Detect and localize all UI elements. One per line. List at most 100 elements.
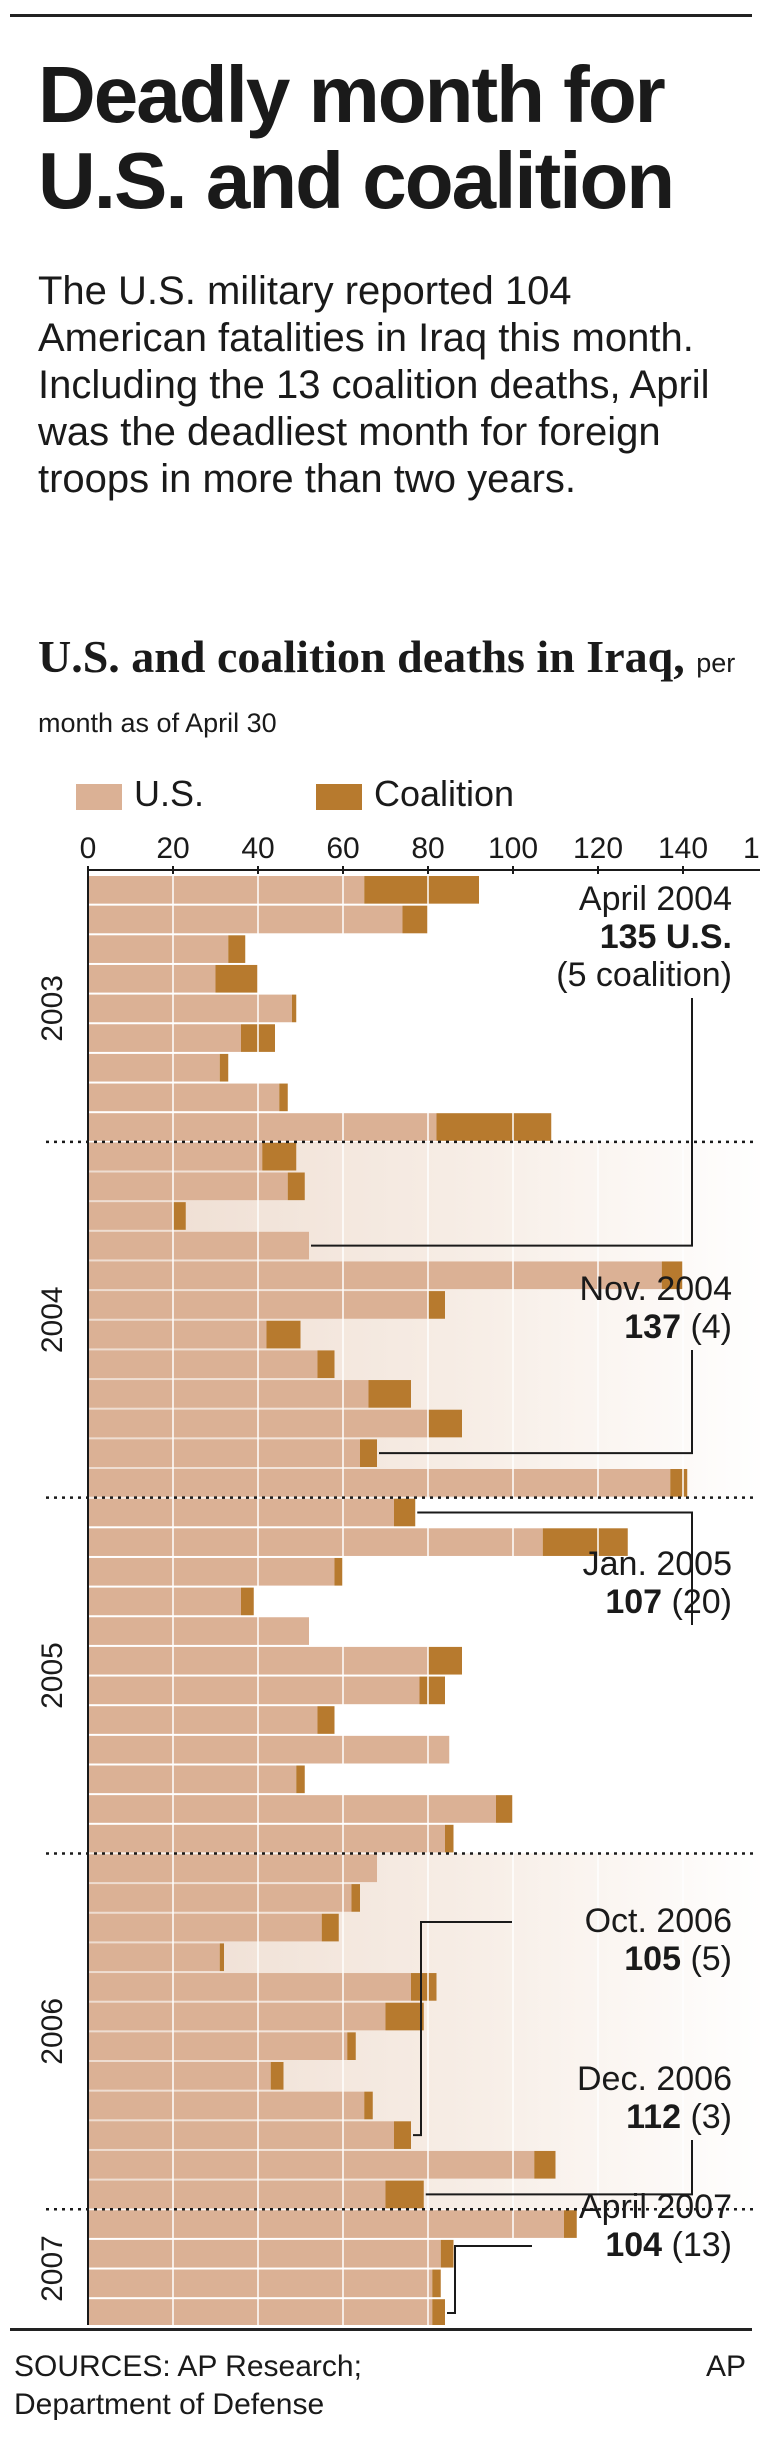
credit: AP bbox=[705, 2350, 746, 2383]
year-separators bbox=[46, 1140, 758, 2211]
annotation-value-rest: (13) bbox=[662, 2226, 732, 2264]
bar-us bbox=[88, 1824, 445, 1853]
bar-coalition bbox=[394, 2121, 411, 2149]
bar-coalition bbox=[428, 1291, 445, 1319]
bar-coalition bbox=[287, 1172, 305, 1201]
bar-us bbox=[88, 1202, 173, 1230]
bar-us bbox=[88, 2180, 386, 2209]
annotation-value: 137 (4) bbox=[624, 1308, 732, 1346]
subtitle-main: U.S. and coalition deaths in Iraq, bbox=[38, 631, 685, 682]
bar-us bbox=[88, 1973, 411, 2001]
bar-us bbox=[88, 1142, 263, 1171]
annotation-value-bold: 105 bbox=[624, 1940, 681, 1978]
x-tick-label: 140 bbox=[658, 832, 708, 865]
bar-us bbox=[88, 1913, 322, 1942]
bar-coalition bbox=[385, 2180, 424, 2209]
subtitle-note: per month as of April 30 bbox=[38, 648, 736, 738]
bar-us bbox=[88, 1439, 360, 1467]
legend-swatch-coalition bbox=[316, 784, 362, 810]
year-band-2004 bbox=[88, 1141, 760, 1498]
x-tick-label: 60 bbox=[326, 832, 359, 865]
bar-us bbox=[88, 1735, 450, 1764]
bar-coalition bbox=[317, 1350, 335, 1379]
annotation-value-rest: (4) bbox=[681, 1308, 732, 1346]
bar-us bbox=[88, 1380, 369, 1408]
intro-text: The U.S. military reported 104 American … bbox=[38, 269, 710, 501]
bars bbox=[88, 875, 688, 2325]
legend-label-coalition: Coalition bbox=[374, 773, 515, 814]
bar-coalition bbox=[402, 905, 428, 934]
bar-coalition bbox=[347, 2032, 356, 2060]
annotation-value: 104 (13) bbox=[605, 2226, 732, 2264]
annotation-value: 135 U.S. bbox=[600, 918, 732, 956]
annotation-month: Oct. 2006 bbox=[585, 1902, 732, 1940]
bar-us bbox=[88, 1261, 662, 1290]
bar-us bbox=[88, 2239, 441, 2268]
bar-coalition bbox=[317, 1706, 335, 1734]
annotation-value-bold: 104 bbox=[605, 2226, 662, 2264]
bar-us bbox=[88, 2091, 365, 2120]
annotation-value-bold: 137 bbox=[624, 1308, 681, 1346]
headline: Deadly month for U.S. and coalition bbox=[38, 50, 675, 225]
bar-coalition bbox=[385, 2002, 424, 2031]
bar-us bbox=[88, 2002, 386, 2031]
bar-us bbox=[88, 1469, 671, 1497]
bar-coalition bbox=[270, 2062, 284, 2090]
bar-us bbox=[88, 905, 403, 934]
year-label: 2007 bbox=[36, 2235, 69, 2302]
bar-coalition bbox=[670, 1469, 688, 1497]
bar-us bbox=[88, 2032, 348, 2060]
bar-coalition bbox=[440, 2239, 454, 2268]
annotation-value-bold: 135 U.S. bbox=[600, 918, 732, 956]
bar-coalition bbox=[262, 1142, 297, 1171]
x-tick-label: 80 bbox=[411, 832, 444, 865]
source-note: SOURCES: AP Research; Department of Defe… bbox=[14, 2350, 362, 2421]
bar-us bbox=[88, 1024, 241, 1052]
bar-us bbox=[88, 1528, 543, 1556]
annotation-leader bbox=[425, 2140, 693, 2196]
annotation-value-rest: (5) bbox=[681, 1940, 732, 1978]
bar-coalition bbox=[219, 1053, 229, 1082]
chart-area: 020406080100120140160 200320042005200620… bbox=[36, 832, 760, 2325]
top-rule bbox=[10, 14, 752, 17]
bar-coalition bbox=[279, 1083, 288, 1112]
bar-coalition bbox=[360, 1439, 377, 1467]
x-tick-label: 100 bbox=[488, 832, 538, 865]
bar-coalition bbox=[542, 1528, 628, 1556]
bar-us bbox=[88, 2150, 535, 2179]
bar-us bbox=[88, 1587, 241, 1616]
annotation-value-bold: 112 bbox=[626, 2098, 681, 2136]
annotation-coalition: (5 coalition) bbox=[556, 956, 732, 994]
annotation-month: Nov. 2004 bbox=[580, 1270, 732, 1308]
bar-coalition bbox=[368, 1380, 411, 1408]
bar-us bbox=[88, 1706, 318, 1734]
x-tick-label: 160 bbox=[743, 832, 760, 865]
bar-coalition bbox=[428, 1646, 462, 1675]
bar-us bbox=[88, 935, 229, 963]
bar-coalition bbox=[534, 2150, 556, 2179]
bar-coalition bbox=[496, 1795, 513, 1823]
bar-coalition bbox=[394, 1498, 416, 1527]
bar-us bbox=[88, 1350, 318, 1379]
bar-coalition bbox=[219, 1943, 224, 1972]
annotation-leader bbox=[413, 1921, 512, 2137]
annotation-value: 105 (5) bbox=[624, 1940, 732, 1978]
x-axis: 0 20 40 60 80 100 120 140 160 bbox=[80, 832, 760, 2325]
annotation-leader bbox=[379, 1350, 693, 1455]
bar-coalition bbox=[364, 2091, 373, 2120]
bar-us bbox=[88, 994, 292, 1023]
bar-coalition bbox=[436, 1113, 552, 1141]
bar-coalition bbox=[266, 1320, 301, 1349]
bar-us bbox=[88, 1172, 288, 1201]
legend-swatch-us bbox=[76, 784, 122, 810]
bar-us bbox=[88, 876, 365, 904]
bar-coalition bbox=[228, 935, 246, 963]
bar-coalition bbox=[661, 1261, 683, 1290]
annotation-value: 112 (3) bbox=[626, 2098, 732, 2136]
bar-us bbox=[88, 2299, 433, 2325]
